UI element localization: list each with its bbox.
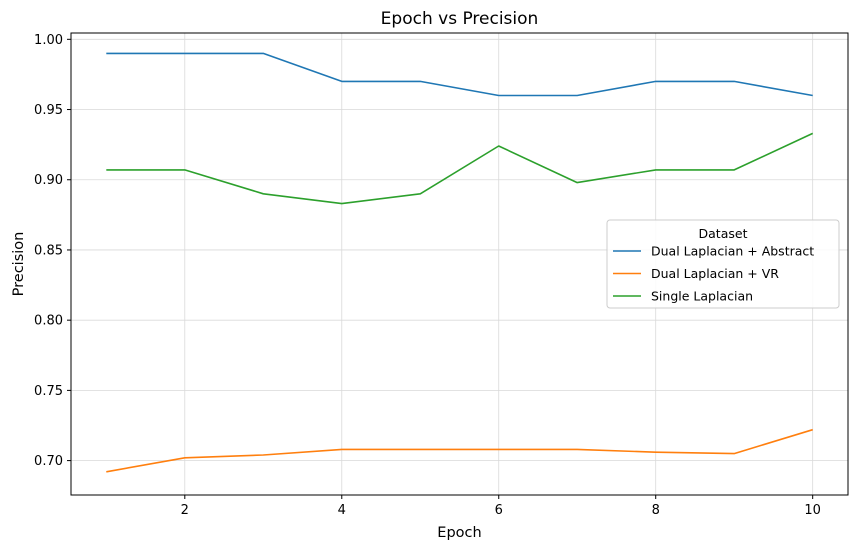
y-tick-label: 0.90 — [34, 173, 63, 188]
legend-items: Dual Laplacian + Abstract Dual Laplacian … — [613, 244, 814, 304]
plot-frame — [70, 32, 849, 496]
series-line — [106, 52, 813, 97]
legend-box — [606, 219, 840, 309]
legend-entry-label: Dual Laplacian + VR — [651, 266, 779, 281]
legend-title: Dataset — [699, 226, 748, 241]
x-tick-label: 8 — [652, 503, 660, 518]
x-tick-label: 6 — [495, 503, 503, 518]
x-tick-label: 2 — [181, 503, 189, 518]
y-tick-label: 0.80 — [34, 314, 63, 329]
x-tick-label: 4 — [338, 503, 346, 518]
series-line — [106, 132, 814, 205]
y-axis-ticks: 0.70 0.75 0.80 0.85 0.90 0.95 1.00 — [34, 33, 71, 469]
chart-title: Epoch vs Precision — [381, 9, 539, 29]
legend-entry-label: Dual Laplacian + Abstract — [651, 244, 814, 259]
series-lines — [106, 52, 814, 473]
y-tick-label: 0.85 — [34, 243, 63, 258]
y-tick-label: 0.95 — [34, 103, 63, 118]
y-tick-label: 0.70 — [34, 454, 63, 469]
x-tick-label: 10 — [804, 503, 821, 518]
y-tick-label: 0.75 — [34, 384, 63, 399]
x-axis-label: Epoch — [437, 525, 481, 541]
series-line — [106, 428, 813, 473]
y-axis-label: Precision — [11, 232, 27, 297]
legend-entry-label: Single Laplacian — [651, 289, 753, 304]
y-tick-label: 1.00 — [34, 33, 63, 48]
x-axis-ticks: 2 4 6 8 10 — [181, 495, 821, 518]
